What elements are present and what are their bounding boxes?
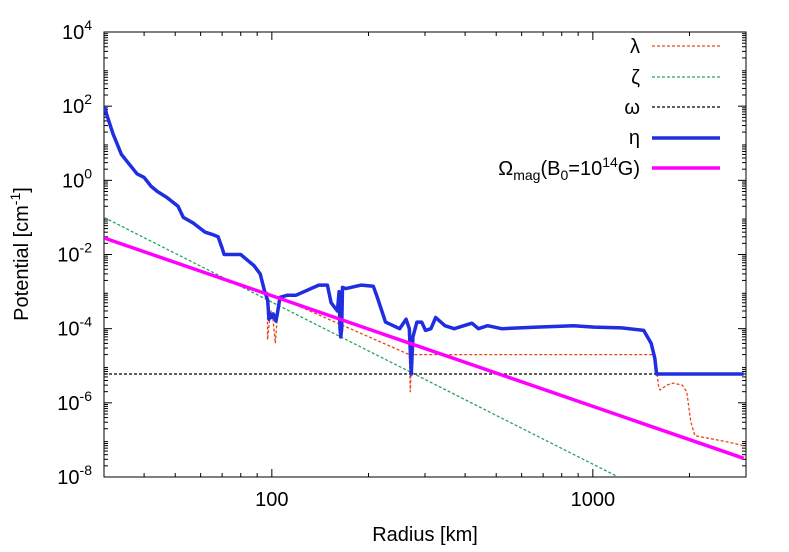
y-tick-label: 100: [62, 165, 92, 192]
series-group: [104, 105, 745, 477]
x-tick-label: 1000: [571, 489, 616, 511]
legend: λ ζ ω η Ωmag(B0=1014G): [498, 36, 720, 183]
y-tick-label: 10-2: [57, 240, 92, 267]
y-tick-label: 104: [62, 17, 92, 44]
y-tick-label: 102: [62, 91, 92, 118]
y-axis-ticks: 104 102 100 10-2 10-4 10-6 10-8: [57, 17, 746, 489]
y-tick-label: 10-8: [57, 462, 92, 489]
y-tick-label: 10-4: [57, 314, 92, 341]
series-lambda: [266, 291, 744, 447]
x-tick-label: 100: [255, 489, 288, 511]
legend-label-omega-mag: Ωmag(B0=1014G): [498, 154, 640, 183]
plot-frame: [103, 31, 747, 478]
series-omega-mag: [104, 236, 745, 460]
legend-label-lambda: λ: [630, 36, 640, 58]
legend-label-eta: η: [629, 127, 640, 149]
legend-label-zeta: ζ: [631, 67, 640, 89]
y-axis-title: Potential [cm-1]: [7, 187, 33, 321]
legend-label-omega: ω: [624, 97, 640, 119]
x-axis-title: Radius [km]: [372, 524, 478, 546]
x-axis-ticks: 100 1000: [103, 32, 747, 511]
series-eta: [104, 105, 744, 376]
y-tick-label: 10-6: [57, 388, 92, 415]
series-zeta: [104, 216, 619, 477]
